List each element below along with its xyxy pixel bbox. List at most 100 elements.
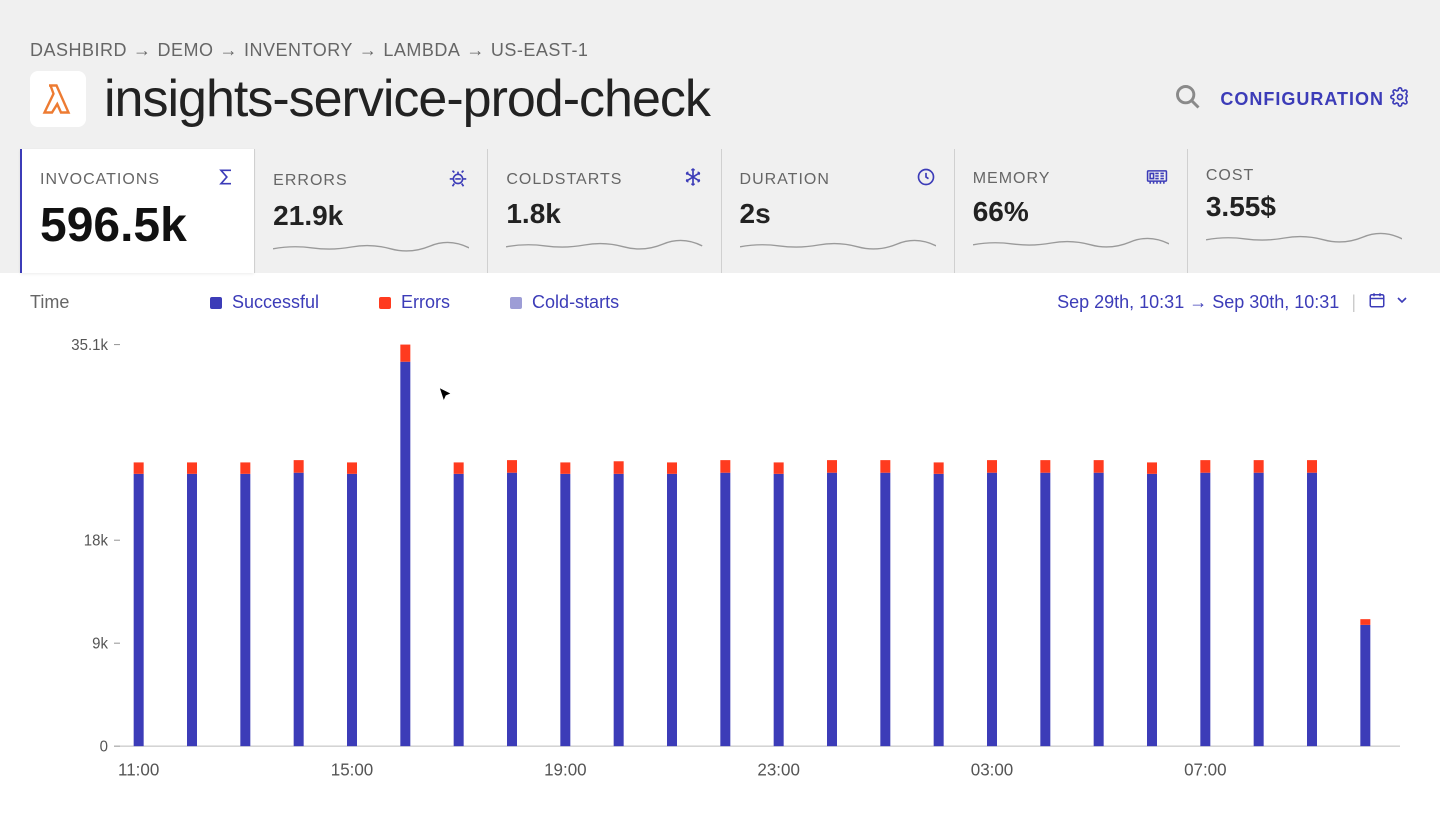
chart-time-label: Time (30, 292, 210, 313)
bar-errors[interactable] (1200, 460, 1210, 473)
bar-errors[interactable] (827, 460, 837, 473)
breadcrumb-item[interactable]: DEMO (158, 40, 214, 60)
bar-errors[interactable] (454, 462, 464, 473)
bar-errors[interactable] (560, 462, 570, 473)
breadcrumb-separator: → (466, 40, 485, 60)
bar-successful[interactable] (347, 474, 357, 746)
bar-errors[interactable] (1040, 460, 1050, 473)
breadcrumb-item[interactable]: LAMBDA (383, 40, 460, 60)
bar-errors[interactable] (240, 462, 250, 473)
bar-successful[interactable] (1200, 473, 1210, 746)
legend-item[interactable]: Errors (379, 292, 450, 313)
header-actions: CONFIGURATION (1174, 83, 1410, 116)
bar-errors[interactable] (347, 462, 357, 473)
bar-successful[interactable] (1254, 473, 1264, 746)
metric-cards: INVOCATIONS 596.5k ERRORS 21.9k COLDSTAR… (0, 149, 1440, 273)
metric-card-invocations[interactable]: INVOCATIONS 596.5k (20, 149, 254, 273)
bar-successful[interactable] (1360, 625, 1370, 746)
gear-icon (1390, 87, 1410, 112)
bar-errors[interactable] (720, 460, 730, 473)
chart-controls: Time Successful Errors Cold-starts Sep 29t… (0, 273, 1440, 324)
bar-successful[interactable] (134, 474, 144, 746)
bar-errors[interactable] (1147, 462, 1157, 473)
bar-errors[interactable] (1254, 460, 1264, 473)
bar-errors[interactable] (1360, 619, 1370, 625)
bar-successful[interactable] (934, 474, 944, 746)
sparkline (973, 234, 1169, 252)
legend-label: Successful (232, 292, 319, 313)
metric-card-duration[interactable]: DURATION 2s (721, 149, 954, 273)
bar-successful[interactable] (614, 474, 624, 746)
metric-card-memory[interactable]: MEMORY 66% (954, 149, 1187, 273)
configuration-label: CONFIGURATION (1220, 89, 1384, 110)
breadcrumb-separator: → (133, 40, 152, 60)
bar-errors[interactable] (667, 462, 677, 473)
chevron-down-icon (1394, 292, 1410, 313)
bar-errors[interactable] (934, 462, 944, 473)
metric-label: DURATION (740, 171, 830, 189)
legend-item[interactable]: Cold-starts (510, 292, 619, 313)
x-axis-tick-label: 19:00 (544, 759, 587, 780)
bar-successful[interactable] (667, 474, 677, 746)
bar-errors[interactable] (1094, 460, 1104, 473)
y-axis-tick-label: 35.1k (71, 336, 108, 353)
sparkline (1206, 229, 1402, 247)
search-icon[interactable] (1174, 83, 1202, 116)
bar-errors[interactable] (614, 461, 624, 474)
bar-successful[interactable] (187, 474, 197, 746)
sigma-icon (216, 167, 236, 192)
bar-successful[interactable] (454, 474, 464, 746)
breadcrumb-item[interactable]: INVENTORY (244, 40, 353, 60)
x-axis-tick-label: 11:00 (118, 759, 160, 780)
legend-color-swatch (379, 297, 391, 309)
bar-successful[interactable] (1307, 473, 1317, 746)
metric-value: 3.55$ (1206, 191, 1402, 223)
legend-color-swatch (510, 297, 522, 309)
bar-successful[interactable] (987, 473, 997, 746)
breadcrumb-item[interactable]: DASHBIRD (30, 40, 127, 60)
bar-successful[interactable] (294, 473, 304, 746)
bar-errors[interactable] (134, 462, 144, 473)
metric-card-cost[interactable]: COST 3.55$ (1187, 149, 1420, 273)
bar-successful[interactable] (720, 473, 730, 746)
invocations-chart: 09k18k35.1k11:0015:0019:0023:0003:0007:0… (0, 324, 1440, 819)
breadcrumb-separator: → (220, 40, 239, 60)
metric-card-errors[interactable]: ERRORS 21.9k (254, 149, 487, 273)
chart-legend: Successful Errors Cold-starts (210, 292, 1057, 313)
metric-card-coldstarts[interactable]: COLDSTARTS 1.8k (487, 149, 720, 273)
bar-successful[interactable] (1147, 474, 1157, 746)
metric-label: COLDSTARTS (506, 171, 622, 189)
bar-errors[interactable] (1307, 460, 1317, 473)
bar-errors[interactable] (880, 460, 890, 473)
bar-errors[interactable] (294, 460, 304, 473)
metric-label: INVOCATIONS (40, 171, 160, 189)
metric-value: 66% (973, 196, 1169, 228)
bar-successful[interactable] (507, 473, 517, 746)
breadcrumb-item[interactable]: US-EAST-1 (491, 40, 589, 60)
date-range-picker[interactable]: Sep 29th, 10:31 → Sep 30th, 10:31 | (1057, 291, 1410, 314)
bar-errors[interactable] (400, 345, 410, 362)
bar-successful[interactable] (240, 474, 250, 746)
bar-errors[interactable] (987, 460, 997, 473)
metric-label: MEMORY (973, 170, 1051, 188)
bar-errors[interactable] (507, 460, 517, 473)
sparkline (273, 238, 469, 256)
page-title: insights-service-prod-check (104, 69, 710, 129)
metric-value: 2s (740, 198, 936, 230)
bar-successful[interactable] (880, 473, 890, 746)
divider: | (1351, 292, 1356, 313)
bar-successful[interactable] (774, 474, 784, 746)
bar-successful[interactable] (560, 474, 570, 746)
bar-successful[interactable] (400, 362, 410, 746)
bar-errors[interactable] (774, 462, 784, 473)
legend-item[interactable]: Successful (210, 292, 319, 313)
bar-errors[interactable] (187, 462, 197, 473)
bug-icon (447, 167, 469, 194)
bar-successful[interactable] (1040, 473, 1050, 746)
lambda-icon (30, 71, 86, 127)
y-axis-tick-label: 9k (92, 635, 108, 652)
snow-icon (683, 167, 703, 192)
bar-successful[interactable] (827, 473, 837, 746)
configuration-link[interactable]: CONFIGURATION (1220, 87, 1410, 112)
bar-successful[interactable] (1094, 473, 1104, 746)
